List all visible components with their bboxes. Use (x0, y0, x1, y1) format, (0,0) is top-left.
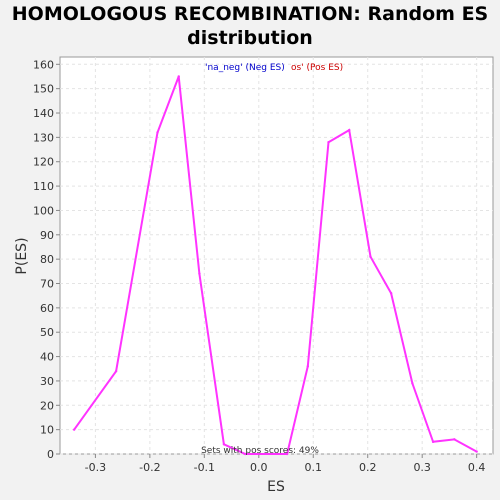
series-point (198, 272, 201, 275)
grid (60, 57, 493, 455)
y-tick-label: 110 (33, 180, 54, 193)
series-point (114, 369, 118, 373)
series-point (285, 452, 289, 456)
y-tick-label: 150 (33, 83, 54, 96)
y-tick-label: 40 (40, 351, 54, 364)
chart-title: HOMOLOGOUS RECOMBINATION: Random ES dist… (11, 3, 489, 49)
y-tick-label: 60 (40, 302, 54, 315)
series-point (411, 382, 414, 385)
series-point (327, 141, 330, 144)
x-tick-label: -0.3 (85, 461, 106, 474)
y-tick-label: 50 (40, 326, 54, 339)
series-point (306, 365, 310, 368)
series-point (369, 255, 372, 258)
pos-scores-annotation: Sets with pos scores: 49% (201, 446, 319, 456)
x-tick-label: 0.3 (413, 461, 431, 474)
series-point (453, 438, 456, 441)
series-point (243, 452, 247, 456)
x-tick-label: 0.2 (359, 461, 377, 474)
series-point (431, 440, 435, 444)
x-tick-label: 0.1 (305, 461, 323, 474)
y-tick-label: 20 (40, 399, 54, 412)
y-tick-label: 160 (33, 58, 54, 71)
series-point (348, 128, 351, 132)
y-tick-label: 70 (40, 278, 54, 291)
y-tick-label: 140 (33, 107, 54, 120)
legend-neg: 'na_neg' (Neg ES) (205, 63, 285, 73)
series-point (222, 443, 226, 446)
x-tick-label: 0.0 (250, 461, 268, 474)
legend-pos: os' (Pos ES) (291, 63, 343, 73)
y-tick-label: 120 (33, 156, 54, 169)
y-tick-label: 100 (33, 204, 54, 217)
y-axis-label: P(ES) (14, 237, 30, 274)
series (72, 75, 478, 456)
x-axis-label: ES (267, 479, 285, 495)
x-tick-label: -0.2 (139, 461, 160, 474)
y-tick-label: 90 (40, 229, 54, 242)
series-point (156, 131, 159, 134)
x-tick-label: 0.4 (468, 461, 486, 474)
series-point (475, 450, 478, 453)
series-point (72, 428, 76, 431)
series-point (177, 75, 180, 78)
series-point (389, 292, 393, 295)
y-tick-label: 10 (40, 424, 54, 437)
x-tick-label: -0.1 (194, 461, 215, 474)
x-axis-ticks: -0.3 -0.2 -0.1 0.0 0.1 0.2 0.3 0.4 (85, 454, 486, 474)
plot-area (59, 56, 494, 455)
y-tick-label: 30 (40, 375, 54, 388)
y-tick-label: 130 (33, 131, 54, 144)
y-tick-label: 0 (47, 448, 54, 461)
y-tick-label: 80 (40, 253, 54, 266)
y-axis-ticks: 0 10 20 30 40 50 60 70 80 90 100 110 120 130 140 150 160 (33, 58, 60, 461)
